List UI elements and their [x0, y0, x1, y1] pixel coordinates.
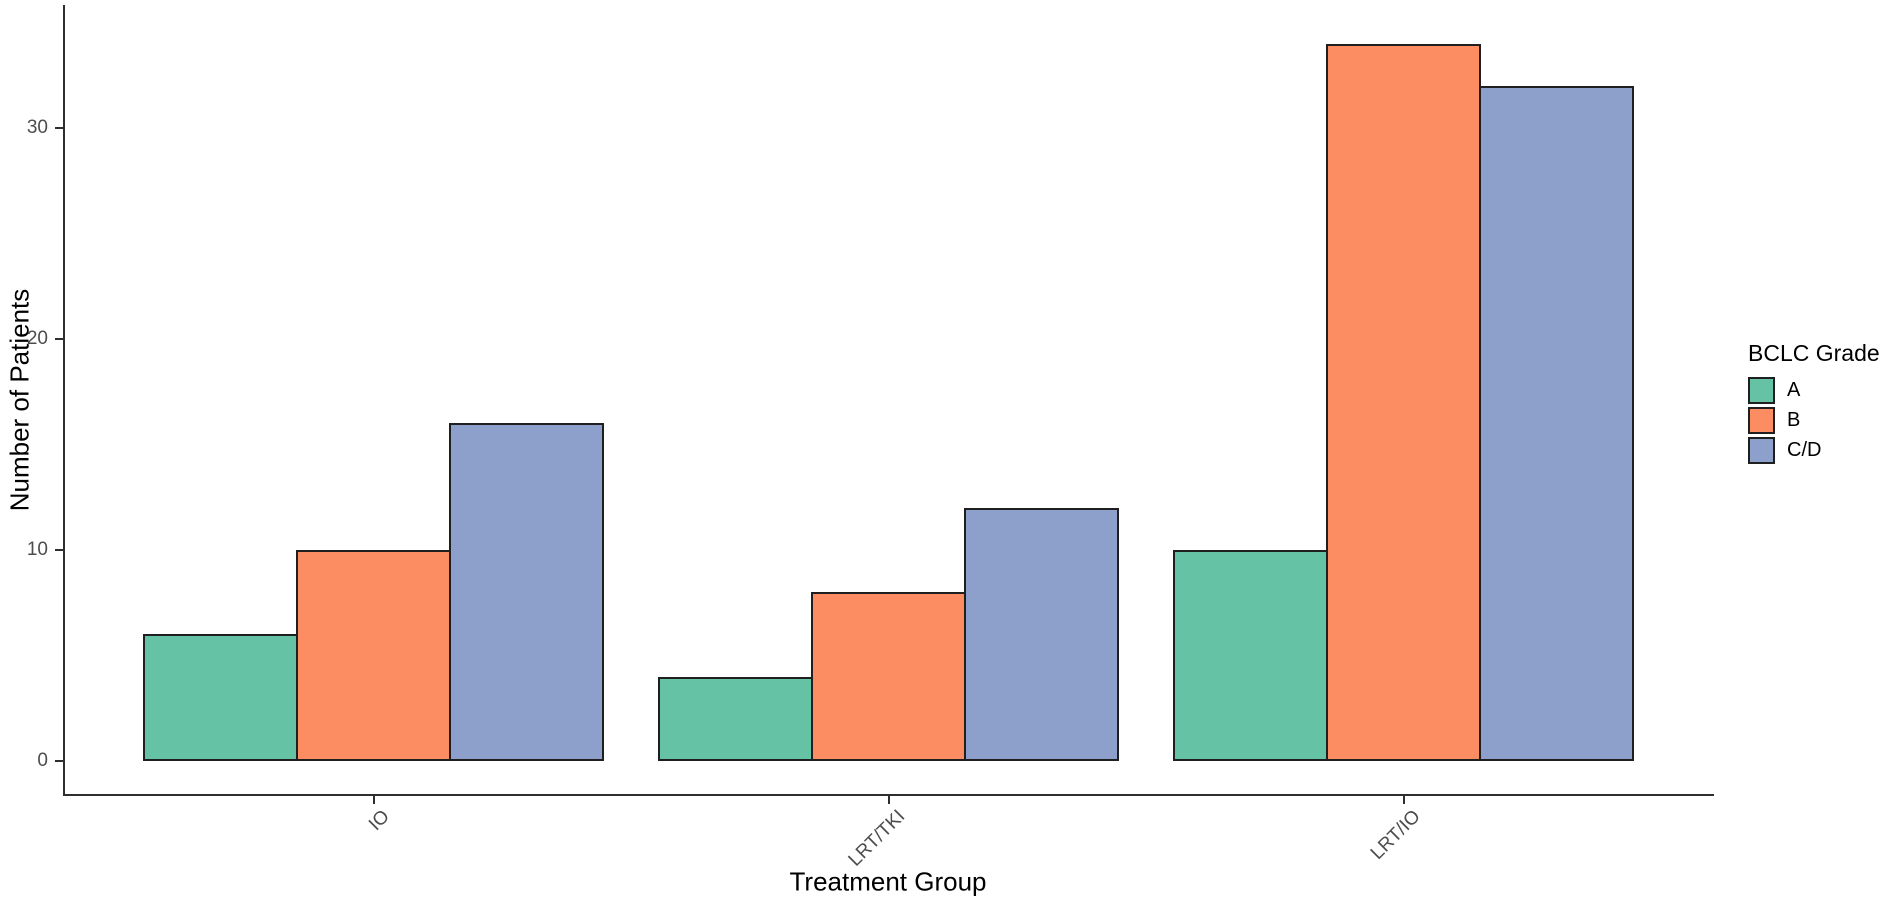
y-tick-label: 20 [26, 328, 48, 349]
y-axis-title: Number of Patients [4, 288, 35, 512]
y-tick-label: 0 [37, 750, 48, 771]
bar-lrt-io-a [1172, 550, 1328, 761]
x-axis-line [63, 794, 1714, 796]
legend-items: A B C/D [1748, 377, 1880, 467]
legend-key-swatch-c-d [1748, 437, 1775, 464]
legend-key-swatch-a [1748, 377, 1775, 404]
y-axis-line [63, 5, 65, 796]
legend-item-b: B [1748, 407, 1880, 434]
legend-item-a: A [1748, 377, 1880, 404]
legend-title: BCLC Grade [1748, 340, 1880, 366]
y-tick [55, 338, 63, 340]
bar-io-a [142, 634, 298, 761]
y-tick [55, 760, 63, 762]
legend-label-b: B [1787, 409, 1801, 431]
y-tick [55, 127, 63, 129]
x-tick [887, 796, 890, 804]
bar-lrt-tki-a [657, 676, 813, 761]
y-tick [55, 549, 63, 551]
x-tick [1402, 796, 1405, 804]
x-tick-label-io: IO [365, 806, 395, 836]
bar-lrt-tki-b [810, 592, 967, 761]
bar-lrt-tki-c-d [964, 507, 1120, 761]
x-tick-label-lrt-tki: LRT/TKI [844, 806, 910, 871]
y-tick-label: 30 [26, 117, 48, 138]
y-tick-label: 10 [26, 539, 48, 560]
legend-item-c-d: C/D [1748, 437, 1880, 464]
x-tick-label-lrt-io: LRT/IO [1366, 806, 1425, 864]
legend-label-a: A [1787, 379, 1801, 401]
bar-lrt-io-c-d [1479, 85, 1635, 761]
legend-key-swatch-b [1748, 407, 1775, 434]
bar-io-c-d [449, 423, 605, 761]
bar-lrt-io-b [1325, 43, 1482, 761]
x-tick [372, 796, 375, 804]
legend-label-c-d: C/D [1787, 439, 1822, 461]
bar-io-b [295, 550, 452, 761]
legend: BCLC Grade A B C/D [1748, 340, 1880, 467]
x-axis-title: Treatment Group [789, 866, 987, 897]
